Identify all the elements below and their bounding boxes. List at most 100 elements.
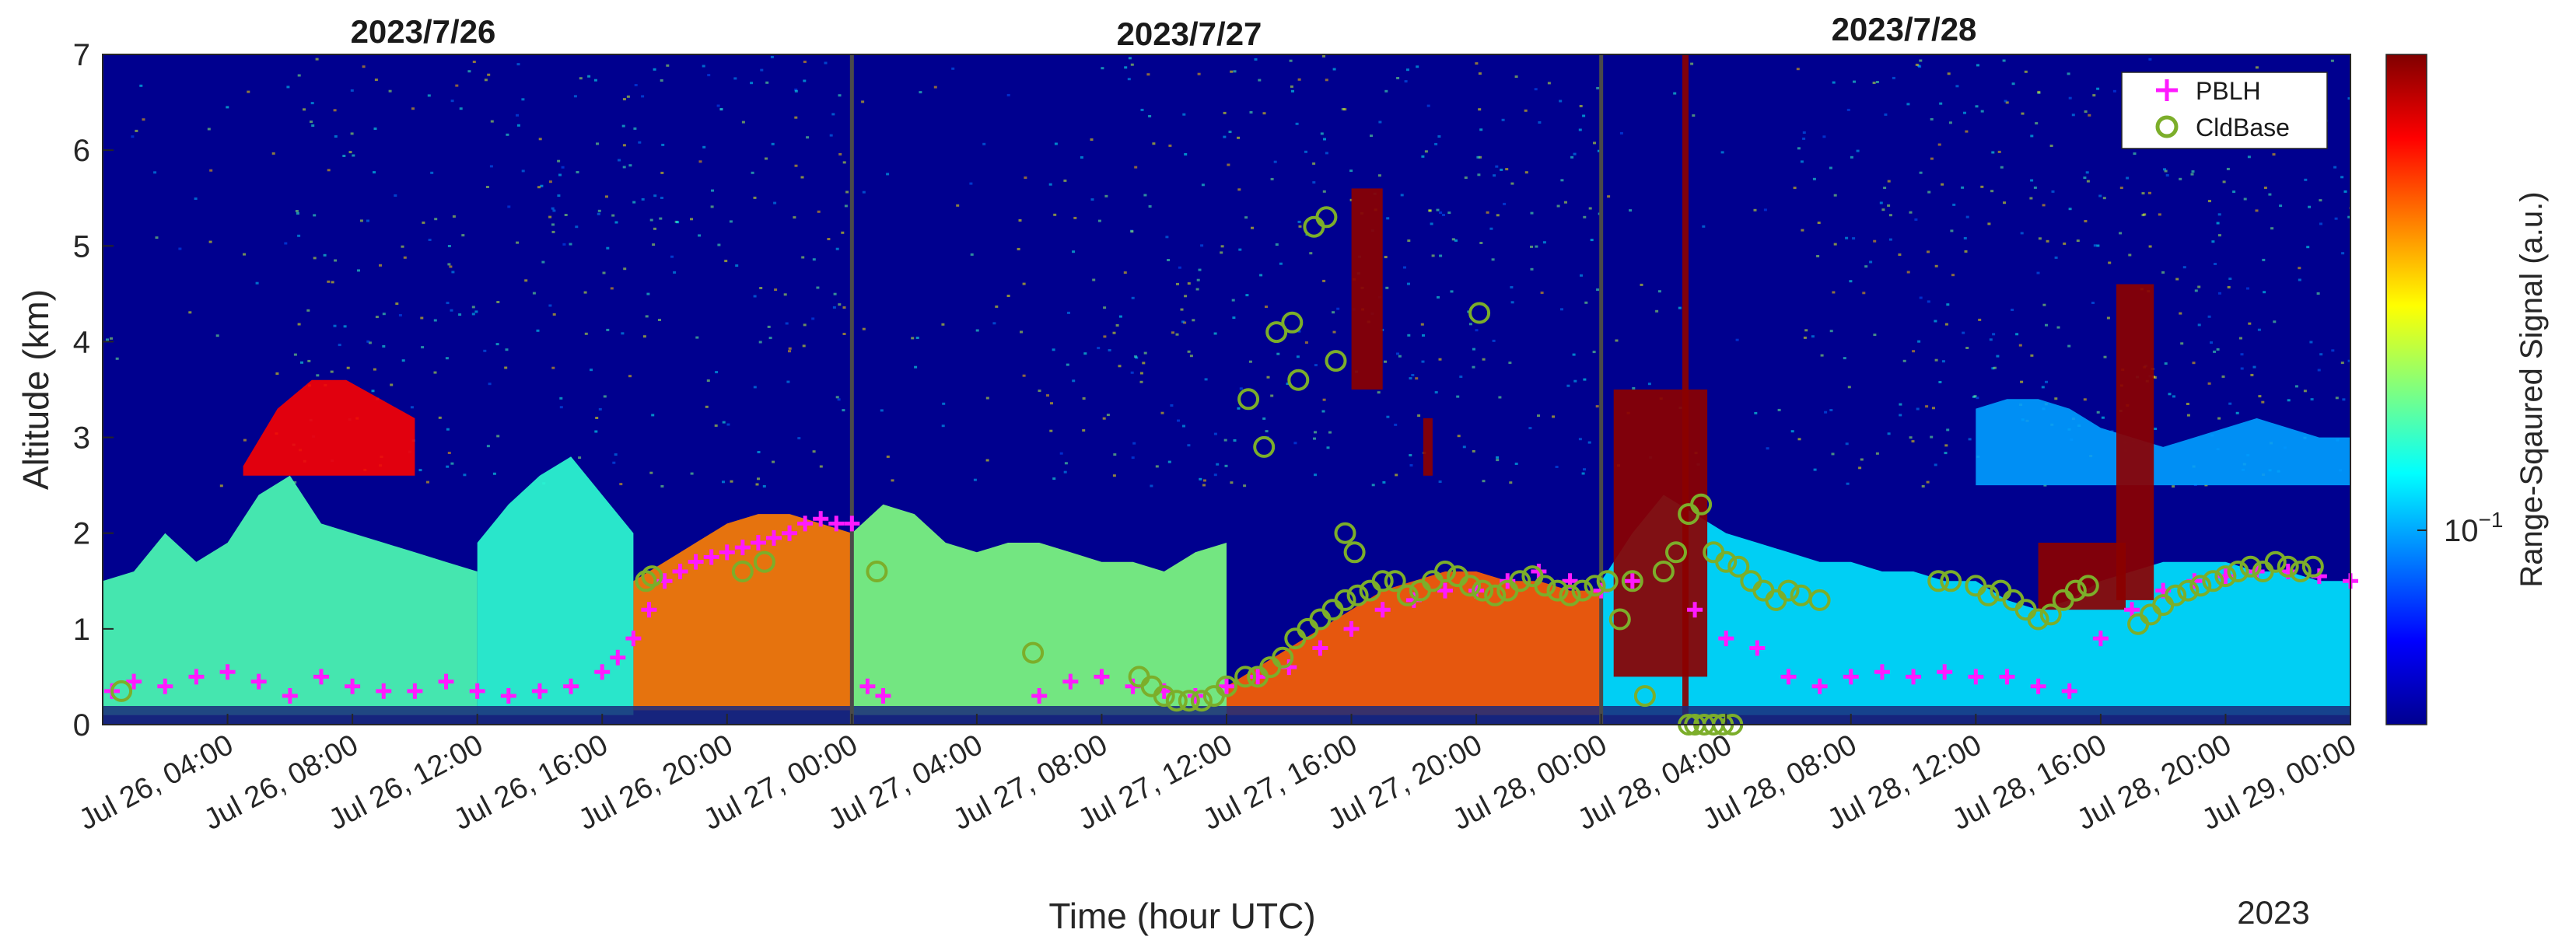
noise-speck	[797, 437, 801, 440]
noise-speck	[605, 195, 608, 198]
pblh-point	[1312, 640, 1328, 656]
noise-speck	[1607, 195, 1611, 198]
colorbar: 10−1 Range-Sqaured Signal (a.u.)	[2385, 54, 2549, 725]
cldbase-point	[1334, 522, 1356, 544]
noise-speck	[446, 465, 450, 468]
noise-speck	[1442, 214, 1445, 216]
noise-speck	[597, 212, 600, 215]
noise-speck	[2086, 180, 2090, 183]
noise-speck	[2217, 417, 2221, 420]
noise-speck	[593, 79, 597, 82]
cldbase-point	[1472, 579, 1494, 602]
noise-speck	[1049, 429, 1053, 432]
y-tick-label: 2	[73, 517, 90, 551]
noise-speck	[741, 121, 745, 124]
cldbase-point	[1777, 579, 1800, 602]
noise-speck	[2192, 362, 2196, 365]
noise-speck	[247, 90, 250, 93]
noise-speck	[2020, 380, 2024, 383]
noise-speck	[587, 75, 591, 78]
noise-speck	[1829, 330, 1833, 333]
pblh-point	[500, 688, 516, 704]
noise-speck	[382, 345, 386, 348]
noise-speck	[1407, 239, 1411, 242]
cldbase-point	[1343, 541, 1366, 564]
noise-speck	[1421, 155, 1425, 158]
cldbase-point	[2077, 575, 2099, 597]
noise-speck	[313, 257, 317, 260]
noise-speck	[1416, 65, 1419, 68]
noise-speck	[1951, 274, 1955, 277]
cldbase-point	[1652, 561, 1675, 582]
pblh-point	[782, 525, 798, 541]
noise-speck	[1233, 70, 1237, 73]
noise-speck	[311, 124, 315, 127]
cldbase-point	[2301, 555, 2324, 578]
noise-speck	[1200, 244, 1204, 247]
noise-speck	[1293, 442, 1297, 445]
noise-speck	[652, 243, 656, 246]
noise-speck	[2165, 174, 2169, 176]
noise-speck	[401, 245, 404, 248]
noise-speck	[561, 166, 565, 169]
noise-speck	[373, 171, 376, 174]
noise-speck	[1332, 311, 1335, 314]
noise-speck	[1510, 301, 1514, 304]
noise-speck	[1322, 279, 1326, 282]
noise-speck	[1537, 414, 1540, 418]
noise-speck	[1962, 331, 1965, 334]
noise-speck	[208, 240, 212, 243]
noise-speck	[1349, 169, 1353, 173]
noise-speck	[275, 372, 279, 375]
noise-speck	[724, 260, 728, 263]
noise-speck	[2168, 393, 2172, 396]
noise-speck	[1038, 390, 1041, 393]
noise-speck	[658, 319, 661, 321]
noise-speck	[2347, 97, 2350, 100]
noise-speck	[1492, 339, 1496, 342]
pblh-point	[157, 678, 173, 694]
pblh-point	[859, 678, 876, 694]
noise-speck	[824, 61, 828, 65]
noise-speck	[2226, 167, 2230, 170]
noise-speck	[2063, 242, 2067, 245]
noise-speck	[1024, 176, 1027, 179]
noise-speck	[1063, 179, 1067, 182]
noise-speck	[841, 231, 845, 234]
noise-speck	[641, 197, 645, 201]
noise-speck	[1321, 410, 1325, 413]
noise-speck	[1167, 259, 1171, 261]
noise-speck	[1964, 250, 1968, 253]
cldbase-point	[1190, 690, 1213, 712]
noise-speck	[1059, 452, 1063, 455]
noise-speck	[2000, 166, 2004, 169]
noise-speck	[698, 234, 702, 237]
noise-speck	[1454, 239, 1458, 242]
noise-speck	[838, 94, 842, 97]
noise-speck	[452, 215, 456, 218]
noise-speck	[1332, 68, 1336, 71]
noise-speck	[1690, 62, 1694, 65]
noise-speck	[1297, 78, 1301, 81]
noise-speck	[2096, 411, 2100, 414]
noise-speck	[1325, 152, 1328, 155]
y-axis: 0 1 2 3 4 5 6 7	[73, 38, 114, 743]
noise-speck	[388, 89, 392, 93]
noise-speck	[1496, 456, 1500, 459]
noise-speck	[862, 190, 866, 194]
noise-speck	[243, 253, 246, 256]
noise-speck	[1123, 271, 1127, 274]
noise-speck	[2190, 173, 2194, 176]
pblh-point	[1999, 669, 2015, 685]
noise-speck	[1279, 262, 1283, 265]
noise-speck	[1472, 449, 1475, 453]
noise-speck	[1396, 77, 1400, 79]
noise-speck	[1919, 59, 1923, 62]
noise-speck	[1475, 62, 1479, 65]
noise-speck	[2179, 312, 2182, 315]
cldbase-point	[2289, 561, 2312, 582]
noise-speck	[2342, 398, 2346, 401]
noise-speck	[209, 169, 213, 172]
noise-speck	[2197, 285, 2201, 288]
noise-speck	[1083, 352, 1087, 355]
